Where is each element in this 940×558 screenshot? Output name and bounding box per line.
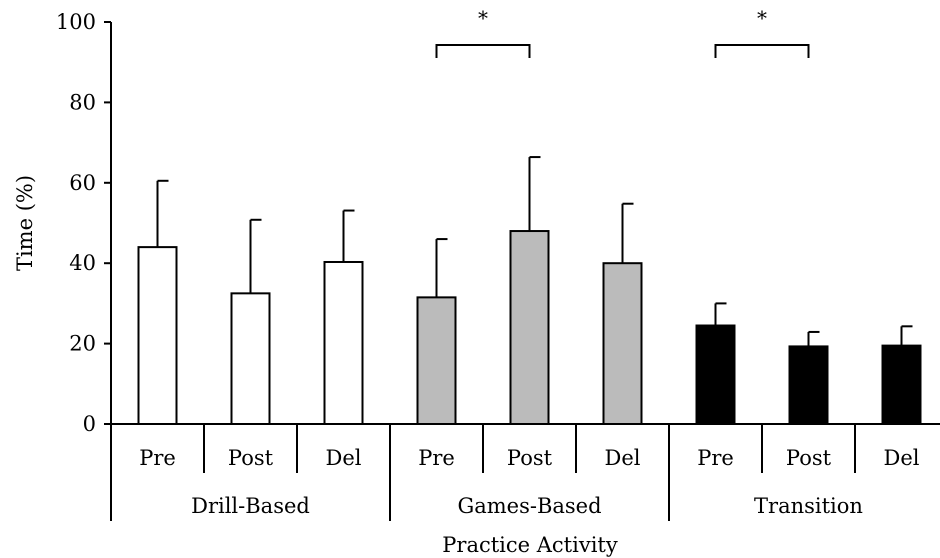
- x-group-label: Drill-Based: [191, 494, 310, 518]
- x-category-label: Pre: [697, 446, 734, 470]
- bar: [416, 296, 457, 425]
- x-category-label: Post: [507, 446, 553, 470]
- significance-bracket: [435, 44, 531, 58]
- x-category-label: Post: [786, 446, 832, 470]
- significance-star: *: [478, 6, 488, 30]
- y-tick-label: 80: [69, 90, 96, 114]
- bar: [695, 324, 736, 426]
- significance-markers: * *: [435, 6, 810, 58]
- x-category-label: Post: [228, 446, 274, 470]
- bar: [230, 292, 271, 425]
- bar: [137, 246, 178, 425]
- y-tick-label: 40: [69, 251, 96, 275]
- x-axis-title: Practice Activity: [442, 533, 618, 557]
- x-category-label: Del: [326, 446, 362, 470]
- x-axis: Pre Post Del Pre Post Del Pre Post Del Drill-Base…: [110, 423, 940, 521]
- bar: [509, 230, 550, 425]
- y-axis: 0 20 40 60 80 100: [56, 10, 112, 436]
- bar: [788, 345, 829, 425]
- significance-bracket: [714, 44, 810, 58]
- y-tick-label: 20: [69, 332, 96, 356]
- x-category-label: Pre: [418, 446, 455, 470]
- x-category-label: Pre: [139, 446, 176, 470]
- x-group-label: Transition: [754, 494, 863, 518]
- x-group-label: Games-Based: [457, 494, 601, 518]
- x-category-label: Del: [605, 446, 641, 470]
- bar: [602, 262, 643, 426]
- y-tick-label: 100: [56, 10, 96, 34]
- y-tick-label: 60: [69, 171, 96, 195]
- y-axis-title: Time (%): [13, 175, 37, 271]
- bar: [881, 344, 922, 425]
- significance-star: *: [757, 6, 767, 30]
- bar: [323, 260, 364, 425]
- y-tick-label: 0: [83, 412, 96, 436]
- bars: [137, 156, 922, 426]
- x-category-label: Del: [884, 446, 920, 470]
